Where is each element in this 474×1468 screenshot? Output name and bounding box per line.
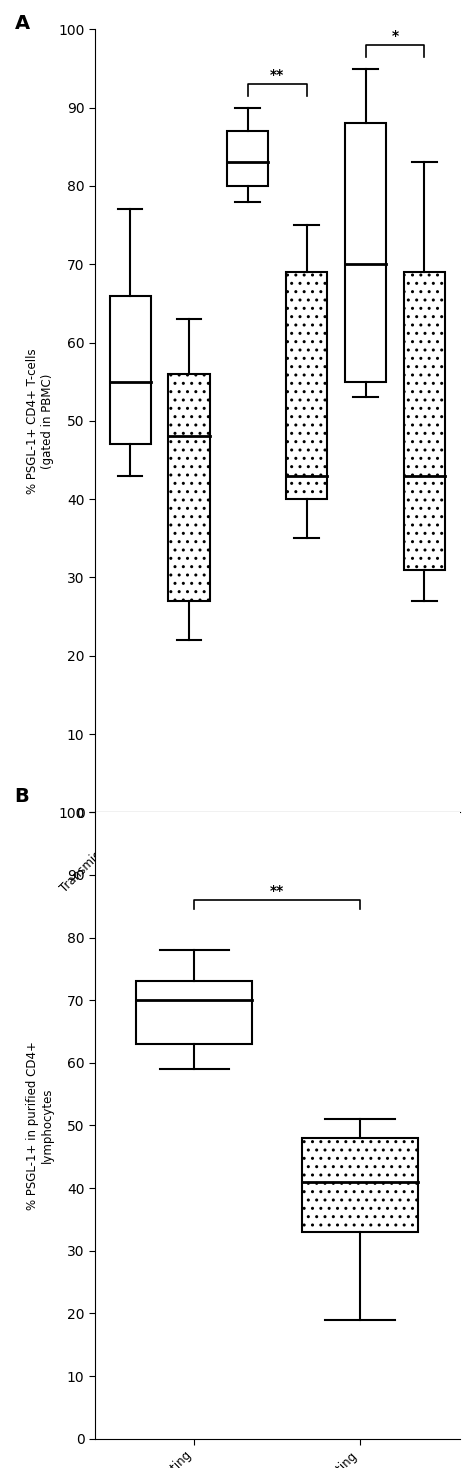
Bar [168,374,210,600]
Y-axis label: % PSGL-1+ CD4+ T-cells
(gated in PBMC): % PSGL-1+ CD4+ T-cells (gated in PBMC) [26,348,54,493]
Text: Untreated
patients: Untreated patients [247,1094,307,1122]
Y-axis label: % PSGL-1+ in purified CD4+
lymphocytes: % PSGL-1+ in purified CD4+ lymphocytes [26,1041,54,1210]
Text: **: ** [270,68,284,82]
Text: INFβ-Treated
patients: INFβ-Treated patients [358,1094,432,1122]
Bar [302,1138,418,1232]
Text: A: A [15,13,30,32]
Bar [109,295,151,445]
Bar [286,272,328,499]
Text: Controls: Controls [135,1094,184,1107]
Bar [404,272,445,570]
Text: B: B [15,787,29,806]
Text: **: ** [270,884,284,898]
Bar [345,123,386,382]
Bar [137,982,252,1044]
Bar [227,131,268,186]
Text: *: * [392,29,399,43]
